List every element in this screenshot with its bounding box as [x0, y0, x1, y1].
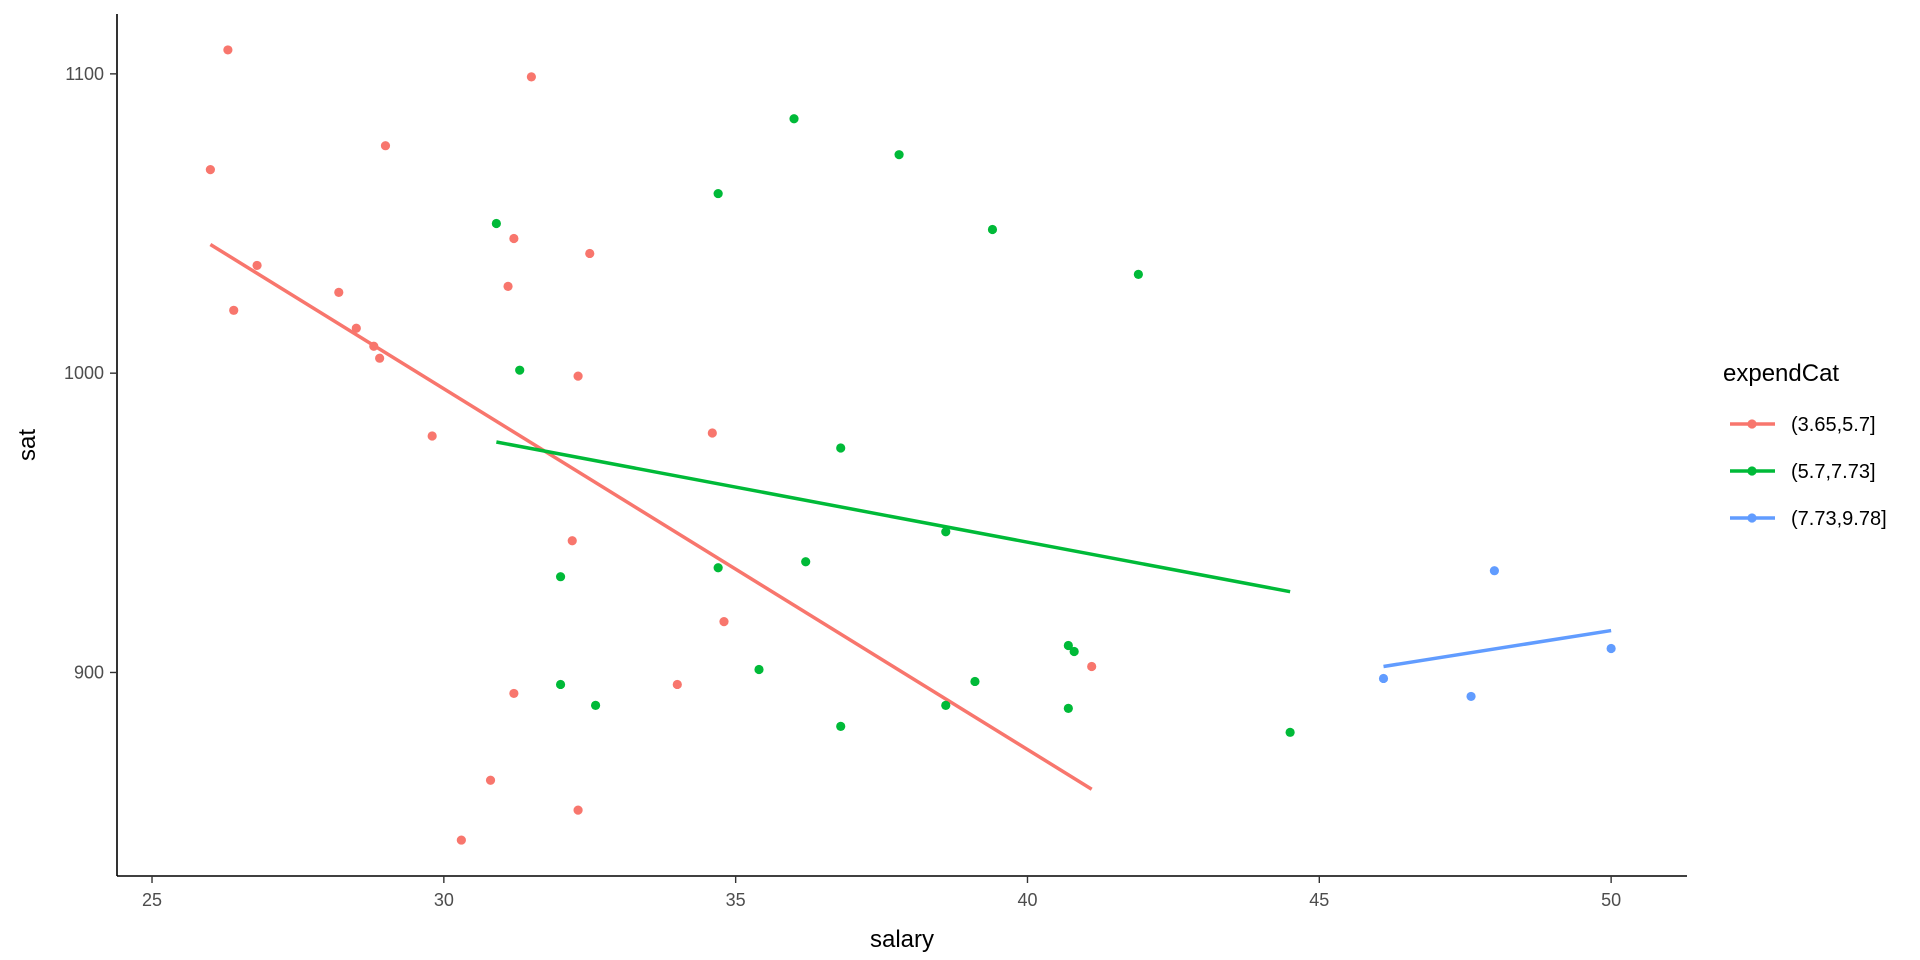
data-point	[427, 431, 437, 441]
data-point	[970, 676, 980, 687]
data-point	[567, 536, 577, 546]
data-point	[1466, 691, 1476, 702]
x-tick-label: 25	[142, 890, 162, 910]
legend-item: (5.7,7.73]	[1730, 461, 1876, 483]
data-point	[205, 165, 215, 175]
data-point	[491, 218, 501, 229]
data-point	[229, 305, 239, 315]
data-point	[590, 700, 601, 710]
y-tick-label: 1100	[65, 64, 104, 84]
series-group	[205, 45, 1097, 845]
trend-line	[209, 242, 1093, 791]
data-point	[456, 835, 466, 845]
legend-item: (7.73,9.78]	[1730, 508, 1887, 530]
x-tick-label: 50	[1601, 890, 1621, 910]
plot-area	[205, 45, 1616, 845]
data-point	[1606, 643, 1616, 654]
x-axis-title: salary	[870, 926, 934, 953]
data-point	[801, 557, 811, 567]
legend-label: (7.73,9.78]	[1791, 508, 1887, 530]
data-point	[713, 188, 723, 199]
y-tick-label: 900	[74, 662, 104, 682]
legend: expendCat (3.65,5.7] (5.7,7.73] (7.73,9.78…	[1723, 360, 1887, 530]
legend-key-point	[1747, 419, 1757, 429]
series-group	[491, 114, 1295, 737]
legend-key-point	[1747, 513, 1757, 523]
axis-ticks: 25 30 35 40 45 50 900 1000 1100	[64, 64, 1621, 910]
data-point	[1378, 673, 1389, 684]
x-tick-label: 40	[1017, 890, 1037, 910]
data-point	[941, 700, 951, 710]
trend-line	[496, 440, 1291, 594]
legend-label: (5.7,7.73]	[1791, 461, 1876, 483]
data-point	[252, 260, 262, 271]
x-tick-label: 30	[434, 890, 454, 910]
data-point	[515, 365, 525, 375]
data-point	[573, 371, 583, 381]
data-point	[1133, 269, 1143, 279]
data-point	[941, 527, 951, 537]
data-point	[1069, 646, 1079, 657]
data-point	[485, 775, 496, 785]
data-point	[987, 224, 998, 235]
data-point	[836, 721, 846, 731]
data-point	[672, 679, 682, 690]
data-point	[789, 114, 799, 124]
data-point	[380, 141, 391, 151]
data-point	[1489, 566, 1499, 576]
data-point	[555, 572, 566, 582]
y-tick-label: 1000	[64, 363, 104, 383]
data-point	[503, 281, 513, 291]
data-point	[1285, 727, 1295, 737]
data-point	[1063, 703, 1073, 713]
data-point	[334, 287, 344, 297]
data-point	[573, 805, 583, 815]
series-group	[1378, 566, 1616, 702]
legend-key-point	[1747, 466, 1757, 476]
data-point	[585, 248, 595, 259]
data-point	[836, 443, 846, 453]
data-point	[223, 45, 233, 55]
data-point	[1063, 640, 1073, 651]
data-point	[526, 72, 536, 82]
y-axis-title: sat	[14, 429, 41, 461]
data-point	[555, 679, 566, 690]
data-point	[713, 563, 723, 573]
data-point	[1087, 661, 1097, 672]
legend-title: expendCat	[1723, 360, 1839, 387]
legend-item: (3.65,5.7]	[1730, 414, 1876, 436]
data-point	[509, 688, 519, 699]
data-point	[894, 150, 904, 160]
data-point	[351, 323, 361, 333]
x-tick-label: 45	[1309, 890, 1329, 910]
x-tick-label: 35	[726, 890, 746, 910]
axes	[116, 14, 1687, 877]
data-point	[719, 616, 729, 627]
trend-line	[1383, 628, 1612, 669]
legend-label: (3.65,5.7]	[1791, 414, 1876, 436]
data-point	[754, 664, 764, 675]
data-point	[509, 233, 519, 244]
data-point	[707, 428, 717, 438]
data-point	[375, 353, 385, 363]
